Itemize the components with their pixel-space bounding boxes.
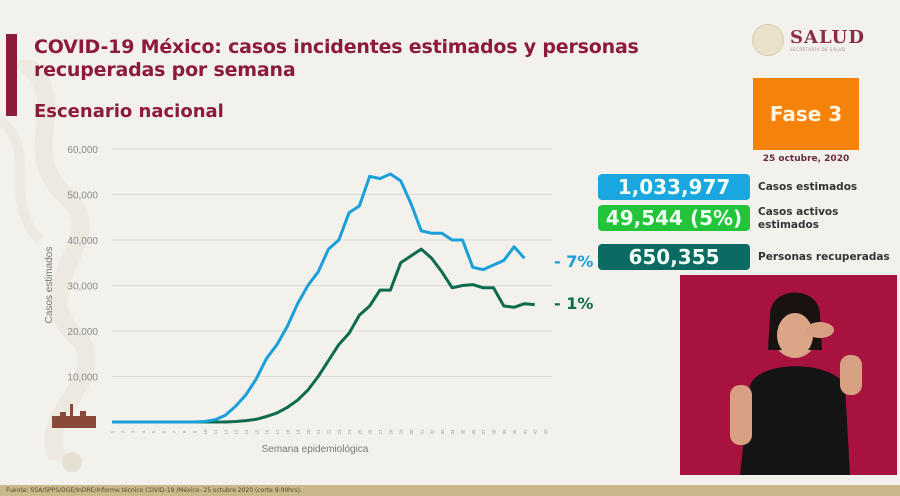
y-tick-label: 20,000 [67, 327, 98, 338]
y-tick-label: 30,000 [67, 282, 98, 293]
x-axis-label: Semana epidemiológica [262, 444, 369, 455]
x-tick-label: 16 [265, 429, 270, 435]
x-tick-label: 34 [450, 429, 455, 435]
x-tick-label: 39 [502, 429, 507, 435]
x-tick-label: 38 [491, 429, 496, 435]
y-axis-label: Casos estimados [44, 247, 55, 324]
series-line-casos-estimados [112, 172, 526, 424]
national-seal-icon [752, 24, 784, 56]
x-tick-label: 21 [316, 429, 321, 435]
x-tick-label: 15 [254, 429, 259, 435]
logo-sub-text: SECRETARÍA DE SALUD [790, 46, 846, 52]
stat-active-cases: 49,544 (5%) [598, 205, 750, 231]
stat-label-recovered: Personas recuperadas [758, 251, 890, 263]
x-tick-label: 22 [327, 429, 332, 435]
stat-recovered: 650,355 [598, 244, 750, 270]
title-accent-bar [6, 34, 17, 116]
x-tick-label: 32 [430, 429, 435, 435]
x-tick-label: 24 [347, 429, 352, 435]
x-tick-label: 37 [481, 429, 486, 435]
phase-date: 25 octubre, 2020 [762, 154, 850, 164]
x-tick-label: 42 [533, 429, 538, 435]
x-tick-label: 9 [192, 430, 197, 433]
sign-language-interpreter-video [680, 275, 897, 475]
x-tick-label: 13 [234, 429, 239, 435]
decorative-circle [62, 452, 82, 472]
salud-logo: SALUD SECRETARÍA DE SALUD [752, 24, 865, 56]
x-tick-label: 28 [388, 429, 393, 435]
city-skyline-icon [52, 404, 96, 428]
y-tick-label: 40,000 [67, 236, 98, 247]
x-tick-label: 19 [296, 429, 301, 435]
estimated-change-label: - 7% [554, 252, 594, 271]
x-tick-label: 27 [378, 429, 383, 435]
x-tick-label: 36 [471, 429, 476, 435]
x-tick-label: 4 [141, 430, 146, 433]
x-tick-label: 10 [203, 429, 208, 435]
x-tick-label: 5 [151, 430, 156, 433]
x-tick-label: 20 [306, 429, 311, 435]
x-tick-label: 29 [399, 429, 404, 435]
stat-estimated-cases: 1,033,977 [598, 174, 750, 200]
x-tick-label: 30 [409, 429, 414, 435]
recovered-change-label: - 1% [554, 294, 594, 313]
x-tick-label: 35 [461, 429, 466, 435]
x-tick-label: 18 [285, 429, 290, 435]
x-tick-label: 26 [368, 429, 373, 435]
x-tick-label: 33 [440, 429, 445, 435]
page-title: COVID-19 México: casos incidentes estima… [34, 36, 639, 81]
x-tick-label: 14 [244, 429, 249, 435]
x-tick-label: 12 [223, 429, 228, 435]
source-footer: Fuente: SSA/SPPS/DGE/InDRE/Informe técni… [0, 485, 900, 496]
y-tick-label: 50,000 [67, 191, 98, 202]
x-tick-label: 6 [162, 430, 167, 433]
x-tick-label: 1 [110, 430, 115, 433]
x-tick-label: 40 [512, 429, 517, 435]
y-tick-label: 60,000 [67, 145, 98, 156]
x-tick-label: 41 [522, 429, 527, 435]
y-tick-label: 10,000 [67, 373, 98, 384]
x-tick-label: 17 [275, 429, 280, 435]
stat-label-estimated-cases: Casos estimados [758, 181, 858, 193]
x-tick-label: 43 [543, 429, 548, 435]
x-tick-label: 3 [131, 430, 136, 433]
x-tick-label: 31 [419, 429, 424, 435]
x-tick-label: 25 [357, 429, 362, 435]
x-tick-label: 2 [120, 430, 125, 433]
logo-main-text: SALUD [790, 26, 865, 48]
series-line-personas-recuperadas [112, 247, 535, 424]
stat-label-active-cases: Casos activos estimados [758, 206, 839, 231]
decorative-background-pattern [0, 60, 96, 460]
x-tick-label: 11 [213, 429, 218, 434]
x-tick-label: 8 [182, 430, 187, 433]
phase-badge: Fase 3 [753, 78, 859, 150]
page-subtitle: Escenario nacional [34, 101, 224, 122]
x-tick-label: 7 [172, 430, 177, 433]
x-tick-label: 23 [337, 429, 342, 435]
